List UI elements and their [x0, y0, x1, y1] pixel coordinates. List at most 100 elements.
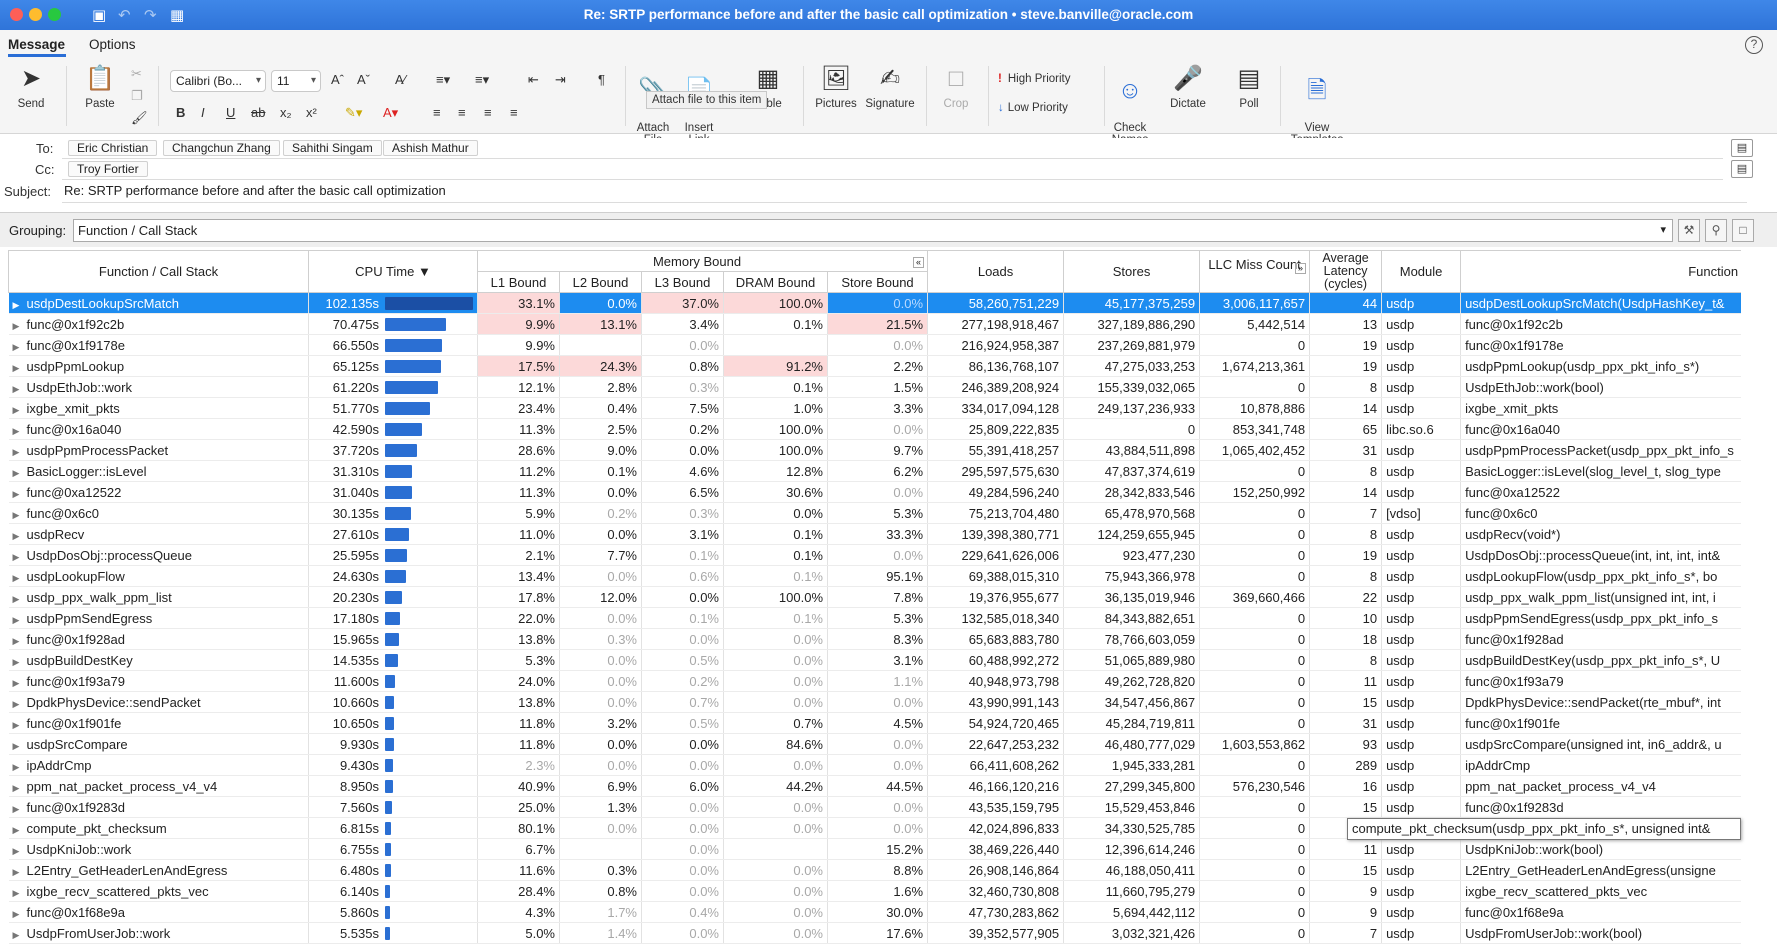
collapse-icon[interactable]: «	[913, 256, 925, 268]
expand-triangle-icon[interactable]: ▶	[12, 362, 20, 373]
italic-icon[interactable]: I	[201, 105, 205, 120]
font-color-icon[interactable]: A▾	[383, 105, 399, 120]
paragraph-marks-icon[interactable]: ¶	[598, 72, 605, 87]
tab-message[interactable]: Message	[8, 37, 66, 52]
tab-options[interactable]: Options	[89, 37, 136, 52]
column-header-stores[interactable]: Stores	[1063, 250, 1201, 293]
check-names-button[interactable]: ☺ Check Names	[1108, 64, 1152, 146]
font-size-select[interactable]: 11 ▾	[271, 70, 321, 92]
search-icon[interactable]: ⚲	[1705, 219, 1727, 242]
close-window-button[interactable]	[10, 8, 23, 21]
table-row[interactable]: ▶ usdpRecv 27.610s 11.0% 0.0% 3.1% 0.1% 33.3% 13…	[8, 523, 1741, 545]
view-templates-button[interactable]: 🗎 View Templates	[1289, 64, 1345, 146]
help-icon[interactable]: ?	[1745, 36, 1763, 54]
bullets-icon[interactable]: ≡▾	[436, 72, 451, 87]
table-row[interactable]: ▶ func@0x16a040 42.590s 11.3% 2.5% 0.2% 100.0%…	[8, 418, 1741, 440]
expand-triangle-icon[interactable]: ▶	[12, 425, 20, 436]
expand-triangle-icon[interactable]: ▶	[12, 929, 20, 940]
column-header-memory-bound[interactable]: Memory Bound «	[476, 250, 929, 272]
highlight-icon[interactable]: ✎▾	[345, 105, 363, 120]
expand-triangle-icon[interactable]: ▶	[12, 719, 20, 730]
expand-triangle-icon[interactable]: ▶	[12, 698, 20, 709]
to-field[interactable]	[62, 158, 1723, 159]
align-right-icon[interactable]: ≡	[484, 105, 492, 120]
redo-icon[interactable]: ↷	[144, 7, 157, 24]
table-row[interactable]: ▶ ixgbe_recv_scattered_pkts_vec 6.140s 28.4…	[8, 880, 1741, 902]
expand-triangle-icon[interactable]: ▶	[12, 341, 20, 352]
crop-button[interactable]: □ Crop	[934, 64, 978, 110]
expand-triangle-icon[interactable]: ▶	[12, 614, 20, 625]
table-row[interactable]: ▶ ixgbe_xmit_pkts 51.770s 23.4% 0.4% 7.5% 1.0%…	[8, 397, 1741, 419]
column-header-l1[interactable]: L1 Bound	[477, 271, 560, 293]
signature-button[interactable]: ✍ Signature	[863, 64, 917, 110]
table-row[interactable]: ▶ UsdpEthJob::work 61.220s 12.1% 2.8% 0.3% 0.1…	[8, 376, 1741, 398]
expand-triangle-icon[interactable]: ▶	[12, 530, 20, 541]
undo-icon[interactable]: ↶	[118, 7, 131, 24]
table-row[interactable]: ▶ usdpBuildDestKey 14.535s 5.3% 0.0% 0.5% 0.0%…	[8, 649, 1741, 671]
copy-icon[interactable]: ❐	[131, 88, 143, 103]
expand-triangle-icon[interactable]: ▶	[12, 656, 20, 667]
expand-triangle-icon[interactable]: ▶	[12, 383, 20, 394]
expand-triangle-icon[interactable]: ▶	[12, 467, 20, 478]
low-priority-button[interactable]: ↓ Low Priority	[998, 102, 1068, 114]
table-row[interactable]: ▶ func@0x1f93a79 11.600s 24.0% 0.0% 0.2% 0.0% 1…	[8, 670, 1741, 692]
column-header-store[interactable]: Store Bound	[826, 271, 929, 293]
expand-icon[interactable]: □	[1732, 219, 1754, 242]
increase-indent-icon[interactable]: ⇥	[555, 72, 566, 87]
table-row[interactable]: ▶ UsdpDosObj::processQueue 25.595s 2.1% 7.7%…	[8, 544, 1741, 566]
zoom-window-button[interactable]	[48, 8, 61, 21]
font-name-select[interactable]: Calibri (Bo... ▾	[170, 70, 266, 92]
expand-triangle-icon[interactable]: ▶	[12, 740, 20, 751]
table-row[interactable]: ▶ BasicLogger::isLevel 31.310s 11.2% 0.1% 4.6…	[8, 460, 1741, 482]
customize-toolbar-icon[interactable]: ▦	[170, 7, 185, 24]
dictate-button[interactable]: 🎤 Dictate	[1165, 64, 1211, 110]
customize-grouping-icon[interactable]: ⚒	[1678, 219, 1700, 242]
expand-column-icon[interactable]: »	[1295, 263, 1307, 274]
expand-triangle-icon[interactable]: ▶	[12, 761, 20, 772]
grouping-select[interactable]: Function / Call Stack ▾	[73, 219, 1673, 242]
address-book-icon[interactable]: ▤	[1731, 139, 1753, 157]
poll-button[interactable]: ▤ Poll	[1229, 64, 1269, 110]
column-header-latency[interactable]: Average Latency (cycles)	[1309, 250, 1383, 293]
table-row[interactable]: ▶ func@0x1f9178e 66.550s 9.9% 0.0% 0.0% 216,92…	[8, 334, 1741, 356]
column-header-cpu-time[interactable]: CPU Time ▼	[308, 250, 478, 293]
send-button[interactable]: ➤ Send	[8, 64, 54, 110]
address-book-icon[interactable]: ▤	[1731, 160, 1753, 178]
expand-triangle-icon[interactable]: ▶	[12, 320, 20, 331]
superscript-icon[interactable]: x²	[306, 105, 317, 120]
recipient-chip[interactable]: Troy Fortier	[68, 161, 148, 177]
shrink-font-icon[interactable]: Aˇ	[357, 72, 370, 87]
expand-triangle-icon[interactable]: ▶	[12, 803, 20, 814]
table-row[interactable]: ▶ usdpPpmLookup 65.125s 17.5% 24.3% 0.8% 91.2%…	[8, 355, 1741, 377]
table-row[interactable]: ▶ usdpLookupFlow 24.630s 13.4% 0.0% 0.6% 0.1% 9…	[8, 565, 1741, 587]
table-row[interactable]: ▶ usdpSrcCompare 9.930s 11.8% 0.0% 0.0% 84.6% 0…	[8, 733, 1741, 755]
table-row[interactable]: ▶ usdpPpmProcessPacket 37.720s 28.6% 9.0% 0.0…	[8, 439, 1741, 461]
column-header-l3[interactable]: L3 Bound	[641, 271, 724, 293]
column-header-l2[interactable]: L2 Bound	[559, 271, 642, 293]
expand-triangle-icon[interactable]: ▶	[12, 593, 20, 604]
underline-icon[interactable]: U	[226, 105, 236, 120]
table-row[interactable]: ▶ compute_pkt_checksum 6.815s 80.1% 0.0% 0.0%…	[8, 817, 1741, 839]
minimize-window-button[interactable]	[29, 8, 42, 21]
grow-font-icon[interactable]: Aˆ	[331, 72, 344, 87]
table-row[interactable]: ▶ func@0x1f92c2b 70.475s 9.9% 13.1% 3.4% 0.1% 2…	[8, 313, 1741, 335]
expand-triangle-icon[interactable]: ▶	[12, 446, 20, 457]
strikethrough-icon[interactable]: ab	[251, 105, 266, 120]
column-header-function-full[interactable]: Function	[1460, 250, 1741, 293]
table-row[interactable]: ▶ ipAddrCmp 9.430s 2.3% 0.0% 0.0% 0.0% 0.0% 66,4…	[8, 754, 1741, 776]
cut-icon[interactable]: ✂	[131, 66, 142, 81]
column-header-llc-miss[interactable]: LLC Miss Count »	[1199, 250, 1311, 293]
column-header-loads[interactable]: Loads	[927, 250, 1065, 293]
table-row[interactable]: ▶ func@0x6c0 30.135s 5.9% 0.2% 0.3% 0.0% 5.3% 75…	[8, 502, 1741, 524]
subject-field[interactable]: Re: SRTP performance before and after th…	[64, 183, 446, 198]
table-row[interactable]: ▶ usdpPpmSendEgress 17.180s 22.0% 0.0% 0.1% 0.…	[8, 607, 1741, 629]
align-center-icon[interactable]: ≡	[458, 105, 466, 120]
pictures-button[interactable]: 🖼 Pictures	[812, 64, 860, 110]
table-row[interactable]: ▶ func@0xa12522 31.040s 11.3% 0.0% 6.5% 30.6% 0…	[8, 481, 1741, 503]
table-row[interactable]: ▶ func@0x1f928ad 15.965s 13.8% 0.3% 0.0% 0.0% 8…	[8, 628, 1741, 650]
column-header-function[interactable]: Function / Call Stack	[8, 250, 309, 293]
expand-triangle-icon[interactable]: ▶	[12, 635, 20, 646]
table-row[interactable]: ▶ usdp_ppx_walk_ppm_list 20.230s 17.8% 12.0%…	[8, 586, 1741, 608]
recipient-chip[interactable]: Sahithi Singam	[283, 140, 382, 156]
align-left-icon[interactable]: ≡	[433, 105, 441, 120]
